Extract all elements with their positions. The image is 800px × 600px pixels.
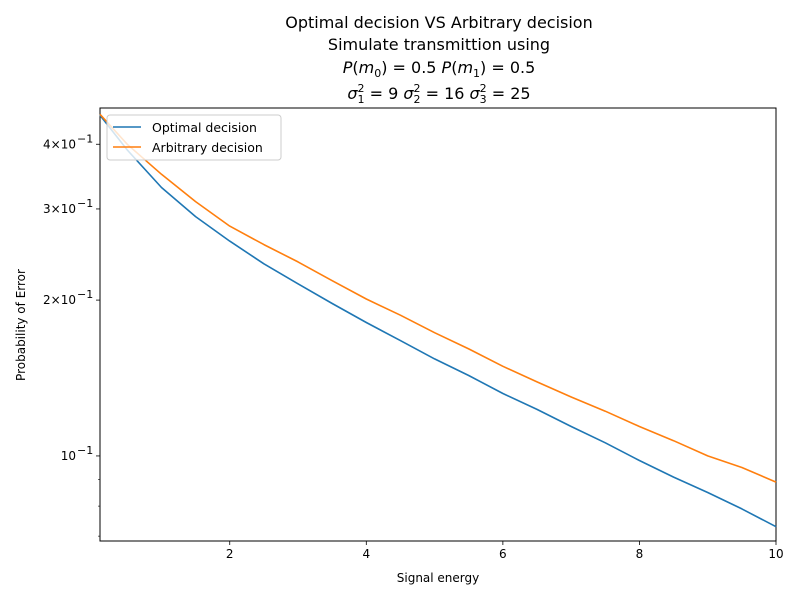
x-tick-label-3: 8 [636, 547, 644, 561]
x-tick-label-0: 2 [226, 547, 234, 561]
legend-box [106, 114, 282, 161]
sigma3-value: = 25 [487, 84, 531, 103]
title-line-variances: σ2 1 = 9 σ2 2 = 16 σ2 3 = 25 [347, 82, 530, 106]
prior-p0-symbol: P [343, 58, 353, 77]
legend: Optimal decision Arbitrary decision [106, 114, 282, 161]
prior-p0-sub: 0 [374, 67, 381, 80]
sigma2-symbol: σ [403, 84, 414, 103]
y-tick-label-1: 3×10 [43, 202, 76, 216]
y-tick-exponent-0: −1 [77, 132, 93, 145]
y-tick-label-2: 2×10 [43, 293, 76, 307]
prior-p0-arg: m [359, 58, 375, 77]
sigma1-symbol: σ [347, 84, 358, 103]
sigma3-sup: 2 [480, 82, 487, 95]
plot-area: 2 4 6 8 10 4×10 −13×10 −12×10 −110 −1 [43, 107, 784, 561]
sigma3-symbol: σ [470, 84, 481, 103]
y-tick-exponent-3: −1 [77, 444, 93, 457]
chart-title: Optimal decision VS Arbitrary decision S… [285, 13, 592, 106]
series-line-1 [99, 113, 777, 483]
legend-label-arbitrary: Arbitrary decision [152, 140, 263, 155]
series-layer [99, 113, 777, 528]
sigma1-value: = 9 [365, 84, 404, 103]
x-axis-label: Signal energy [397, 571, 480, 585]
y-tick-exponent-2: −1 [77, 288, 93, 301]
prior-p1-sub: 1 [473, 67, 480, 80]
y-axis-ticks: 4×10 −13×10 −12×10 −110 −1 [43, 132, 100, 537]
x-axis-ticks: 2 4 6 8 10 [226, 541, 784, 561]
sigma2-sup: 2 [414, 82, 421, 95]
title-line-priors: P(m0) = 0.5 P(m1) = 0.5 [343, 58, 536, 80]
prior-p0-value: ) = 0.5 [381, 58, 441, 77]
plot-frame [99, 107, 777, 542]
y-axis-label: Probability of Error [14, 269, 28, 381]
sigma1-sup: 2 [358, 82, 365, 95]
sigma1-sub: 1 [358, 93, 365, 106]
sigma2-sub: 2 [414, 93, 421, 106]
sigma3-sub: 3 [480, 93, 487, 106]
x-tick-label-4: 10 [768, 547, 783, 561]
title-line-1: Optimal decision VS Arbitrary decision [285, 13, 592, 32]
y-tick-label-3: 10 [61, 449, 76, 463]
prior-p1-symbol: P [442, 58, 452, 77]
y-tick-exponent-1: −1 [77, 197, 93, 210]
prior-p1-value: ) = 0.5 [480, 58, 535, 77]
x-tick-label-2: 6 [499, 547, 507, 561]
x-tick-label-1: 4 [362, 547, 370, 561]
y-tick-label-0: 4×10 [43, 137, 76, 151]
legend-label-optimal: Optimal decision [152, 120, 257, 135]
title-line-2: Simulate transmittion using [328, 35, 550, 54]
series-line-0 [99, 114, 777, 528]
sigma2-value: = 16 [421, 84, 470, 103]
prior-p1-arg: m [457, 58, 473, 77]
